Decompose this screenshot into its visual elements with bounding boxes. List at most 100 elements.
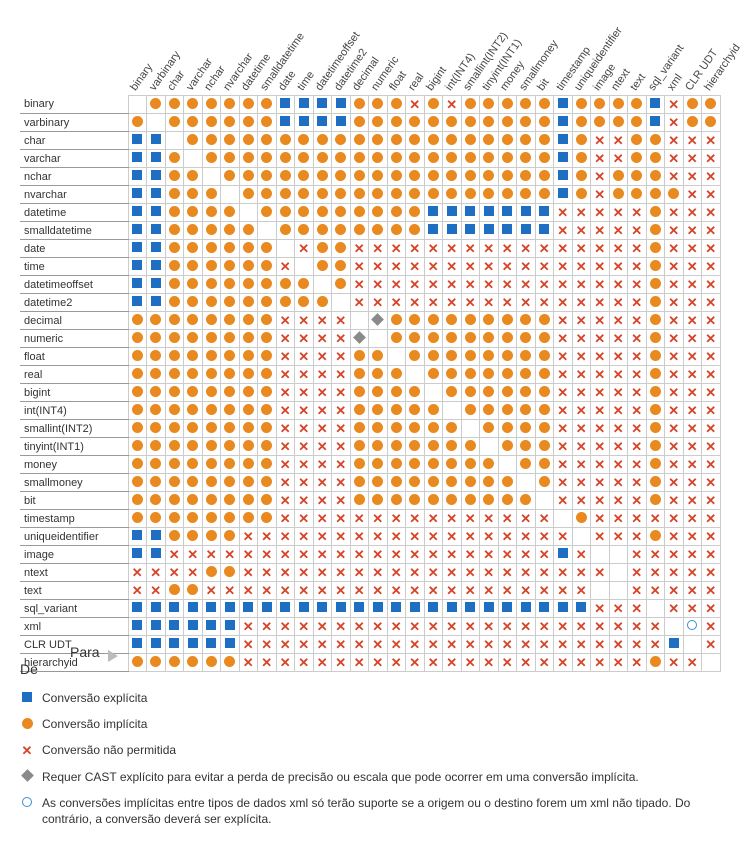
matrix-cell (147, 222, 166, 240)
row-label: datetime2 (20, 294, 128, 312)
matrix-cell (646, 222, 665, 240)
matrix-cell: ✕ (572, 402, 591, 420)
matrix-cell: ✕ (572, 312, 591, 330)
matrix-cell (443, 114, 462, 132)
matrix-cell: ✕ (554, 528, 573, 546)
matrix-cell: ✕ (554, 474, 573, 492)
matrix-cell: ✕ (683, 312, 702, 330)
matrix-cell (128, 186, 147, 204)
matrix-cell (535, 420, 554, 438)
matrix-cell (258, 474, 277, 492)
matrix-cell (350, 366, 369, 384)
matrix-cell: ✕ (369, 654, 388, 672)
matrix-cell (350, 114, 369, 132)
matrix-cell (609, 564, 628, 582)
matrix-cell: ✕ (165, 564, 184, 582)
matrix-cell (202, 636, 221, 654)
legend-text: Conversão implícita (42, 716, 720, 732)
matrix-cell (461, 348, 480, 366)
matrix-cell (517, 168, 536, 186)
matrix-cell (443, 366, 462, 384)
matrix-cell (572, 528, 591, 546)
matrix-cell (276, 168, 295, 186)
matrix-cell (424, 222, 443, 240)
matrix-cell (646, 384, 665, 402)
matrix-cell (424, 312, 443, 330)
matrix-cell: ✕ (572, 654, 591, 672)
matrix-cell (221, 150, 240, 168)
matrix-cell (498, 402, 517, 420)
matrix-cell (313, 258, 332, 276)
matrix-cell (387, 132, 406, 150)
matrix-cell: ✕ (702, 258, 721, 276)
matrix-cell (480, 474, 499, 492)
matrix-cell (258, 402, 277, 420)
matrix-cell: ✕ (295, 546, 314, 564)
matrix-cell (350, 600, 369, 618)
matrix-cell: ✕ (517, 618, 536, 636)
matrix-cell (184, 456, 203, 474)
matrix-cell (239, 258, 258, 276)
matrix-cell (646, 168, 665, 186)
matrix-cell (165, 168, 184, 186)
table-row: image✕✕✕✕✕✕✕✕✕✕✕✕✕✕✕✕✕✕✕✕✕✕✕✕✕✕✕ (20, 546, 720, 564)
matrix-cell: ✕ (276, 510, 295, 528)
matrix-cell: ✕ (591, 330, 610, 348)
matrix-cell (517, 492, 536, 510)
matrix-cell: ✕ (332, 546, 351, 564)
matrix-cell (221, 186, 240, 204)
matrix-cell (406, 186, 425, 204)
matrix-cell: ✕ (147, 582, 166, 600)
matrix-cell (221, 348, 240, 366)
matrix-cell: ✕ (683, 240, 702, 258)
matrix-cell (406, 312, 425, 330)
matrix-cell (609, 168, 628, 186)
matrix-cell (147, 330, 166, 348)
matrix-cell: ✕ (498, 258, 517, 276)
matrix-cell: ✕ (406, 510, 425, 528)
legend-item: Conversão explícita (20, 690, 720, 706)
matrix-cell: ✕ (665, 654, 684, 672)
matrix-cell (128, 348, 147, 366)
row-label: timestamp (20, 510, 128, 528)
matrix-cell: ✕ (665, 348, 684, 366)
matrix-cell (313, 132, 332, 150)
matrix-cell: ✕ (313, 348, 332, 366)
matrix-cell (295, 150, 314, 168)
matrix-cell (628, 132, 647, 150)
col-label: bigint (424, 65, 449, 93)
matrix-cell (128, 96, 147, 114)
matrix-cell: ✕ (609, 258, 628, 276)
matrix-cell: ✕ (591, 384, 610, 402)
matrix-cell (554, 546, 573, 564)
matrix-cell (535, 492, 554, 510)
matrix-cell: ✕ (702, 528, 721, 546)
matrix-cell: ✕ (572, 582, 591, 600)
matrix-cell: ✕ (332, 420, 351, 438)
matrix-cell (369, 492, 388, 510)
matrix-cell (295, 222, 314, 240)
matrix-cell (480, 132, 499, 150)
matrix-cell (221, 510, 240, 528)
matrix-cell (258, 204, 277, 222)
matrix-cell: ✕ (591, 474, 610, 492)
matrix-cell (480, 186, 499, 204)
matrix-cell: ✕ (276, 492, 295, 510)
matrix-cell: ✕ (517, 528, 536, 546)
matrix-cell (276, 114, 295, 132)
table-row: bit✕✕✕✕✕✕✕✕✕✕✕✕ (20, 492, 720, 510)
matrix-cell: ✕ (387, 564, 406, 582)
matrix-cell (165, 114, 184, 132)
matrix-cell (406, 204, 425, 222)
matrix-cell (128, 618, 147, 636)
matrix-cell (369, 132, 388, 150)
matrix-cell (147, 348, 166, 366)
matrix-cell: ✕ (295, 384, 314, 402)
matrix-cell (147, 618, 166, 636)
matrix-cell: ✕ (443, 636, 462, 654)
matrix-cell (128, 546, 147, 564)
matrix-cell (572, 510, 591, 528)
matrix-cell: ✕ (665, 600, 684, 618)
matrix-cell (554, 132, 573, 150)
matrix-cell: ✕ (591, 528, 610, 546)
